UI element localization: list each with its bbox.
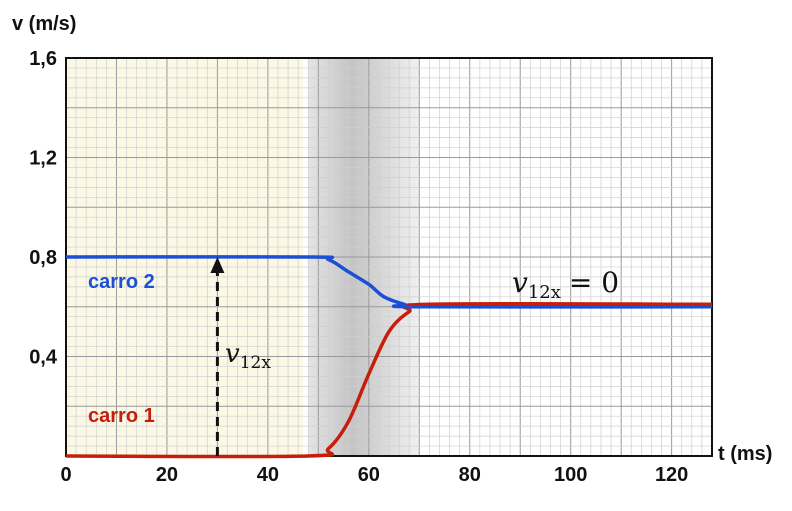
relative-velocity-zero-label: v12x = 0	[512, 266, 619, 303]
y-tick-label: 1,2	[29, 148, 57, 170]
y-tick-label: 1,6	[29, 48, 57, 70]
series-lines	[65, 255, 713, 459]
y-axis-title: v (m/s)	[12, 13, 76, 35]
tick-labels: 0 20 40 60 80 100 120 1,6 1,2 0,8 0,4	[29, 48, 688, 486]
x-tick-label: 0	[60, 464, 71, 486]
y-tick-label: 0,4	[29, 347, 58, 369]
relative-velocity-label: v12x	[225, 339, 271, 373]
series-line-carro-2	[65, 255, 713, 309]
x-tick-label: 100	[554, 464, 587, 486]
x-tick-label: 60	[358, 464, 380, 486]
arrow-head	[210, 257, 225, 273]
series-label-carro-2: carro 2	[88, 271, 155, 293]
x-tick-label: 80	[459, 464, 481, 486]
x-tick-label: 120	[655, 464, 688, 486]
x-tick-label: 40	[257, 464, 279, 486]
x-tick-label: 20	[156, 464, 178, 486]
series-line-carro-1	[65, 301, 713, 459]
series-label-carro-1: carro 1	[88, 405, 155, 427]
y-tick-label: 0,8	[29, 247, 57, 269]
relative-velocity-arrow	[210, 257, 225, 456]
x-axis-title: t (ms)	[718, 443, 772, 465]
